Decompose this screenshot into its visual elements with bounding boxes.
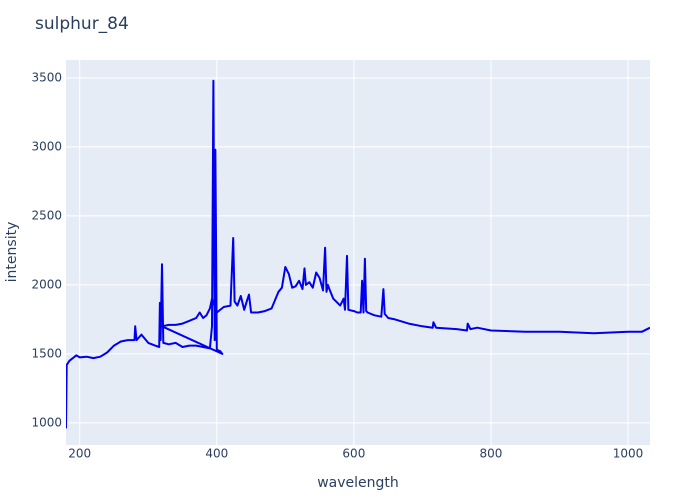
y-tick-label: 2500 (31, 208, 62, 222)
chart-title: sulphur_84 (35, 14, 129, 34)
x-tick-label: 400 (205, 447, 228, 461)
x-axis-title: wavelength (317, 475, 399, 491)
x-tick-label: 1000 (613, 447, 644, 461)
y-tick-label: 1000 (31, 415, 62, 429)
x-tick-label: 200 (68, 447, 91, 461)
y-tick-label: 2000 (31, 277, 62, 291)
x-tick-label: 600 (342, 447, 365, 461)
y-axis-title: intensity (4, 222, 20, 283)
y-tick-label: 3500 (31, 70, 62, 84)
y-tick-label: 3000 (31, 139, 62, 153)
x-tick-label: 800 (480, 447, 503, 461)
plot-area (66, 60, 650, 445)
data-line (66, 79, 650, 429)
y-tick-label: 1500 (31, 346, 62, 360)
